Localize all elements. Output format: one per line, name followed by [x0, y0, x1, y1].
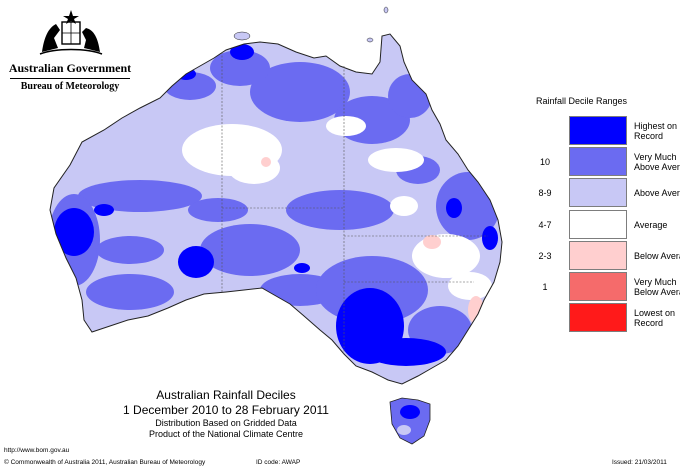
footer-copyright: © Commonwealth of Australia 2011, Austra… [4, 459, 206, 466]
agency-name: Australian Government [8, 61, 132, 75]
bureau-name: Bureau of Meteorology [20, 81, 120, 92]
legend-swatch [569, 116, 627, 145]
legend-label: Very Much Above Average [634, 152, 680, 172]
legend-item-lowest: Lowest on Record [530, 303, 675, 333]
legend-range [530, 116, 560, 146]
legend-label: Very Much Below Average [634, 277, 680, 297]
coat-of-arms-icon [39, 10, 103, 55]
legend-swatch [569, 272, 627, 301]
map-title-block: Australian Rainfall Deciles 1 December 2… [96, 388, 356, 440]
footer-issued: Issued: 21/03/2011 [612, 459, 667, 466]
legend-item-very-much-below: 1 Very Much Below Average [530, 272, 680, 302]
legend-swatch [569, 147, 627, 176]
legend-swatch [569, 178, 627, 207]
legend-swatch [569, 210, 627, 239]
legend-swatch [569, 241, 627, 270]
legend-range: 10 [539, 157, 550, 167]
legend-swatch [569, 303, 627, 332]
state-borders [221, 52, 488, 354]
legend-range: 1 [542, 282, 548, 292]
legend-item-highest: Highest on Record [530, 116, 677, 146]
map-subtitle-2: Product of the National Climate Centre [148, 429, 304, 439]
mainland-shading [49, 33, 503, 385]
legend-range: 4-7 [538, 220, 552, 230]
tasmania [389, 397, 431, 445]
legend-item-above: 8-9 Above Average [530, 178, 680, 208]
legend-item-average: 4-7 Average [530, 210, 670, 240]
header-divider [10, 78, 130, 79]
footer-id-code: ID code: AWAP [256, 459, 301, 466]
legend-title: Rainfall Decile Ranges [536, 96, 628, 106]
legend-range: 8-9 [538, 188, 552, 198]
legend-label: Above Average [634, 188, 680, 198]
legend-range [530, 303, 560, 333]
legend-label: Highest on Record [634, 121, 678, 141]
legend-label: Below Average [634, 251, 680, 261]
islands [233, 6, 389, 43]
legend-label: Average [634, 220, 668, 230]
map-title: Australian Rainfall Deciles [156, 388, 296, 402]
legend-range: 2-3 [538, 251, 552, 261]
legend-item-very-much-above: 10 Very Much Above Average [530, 147, 680, 177]
legend-item-below: 2-3 Below Average [530, 241, 680, 271]
footer-url: http://www.bom.gov.au [4, 447, 70, 454]
map-period: 1 December 2010 to 28 February 2011 [123, 403, 329, 417]
map-subtitle-1: Distribution Based on Gridded Data [155, 418, 297, 428]
legend-label: Lowest on Record [634, 308, 676, 328]
